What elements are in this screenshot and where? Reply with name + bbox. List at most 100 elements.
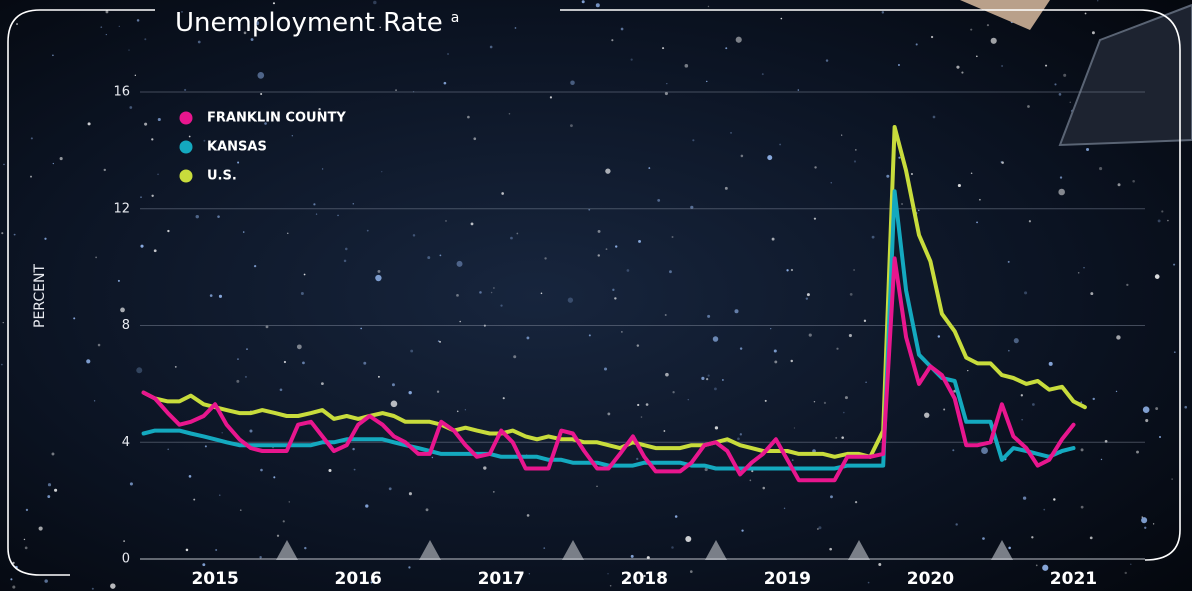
star — [378, 376, 380, 378]
star — [273, 476, 275, 478]
star — [976, 55, 978, 57]
star — [767, 155, 772, 160]
star — [836, 348, 838, 350]
star — [1060, 176, 1062, 178]
star — [1049, 362, 1053, 366]
star — [30, 176, 32, 178]
star — [249, 430, 252, 433]
star — [473, 137, 476, 140]
star — [706, 81, 707, 82]
star — [933, 116, 936, 119]
star — [24, 539, 25, 540]
star — [736, 37, 742, 43]
star — [1063, 74, 1066, 77]
star — [943, 409, 945, 411]
star — [1054, 83, 1056, 85]
star — [849, 334, 852, 337]
star — [459, 321, 461, 323]
star — [671, 546, 674, 549]
star — [284, 361, 286, 363]
x-tick-label: 2016 — [335, 569, 382, 589]
star — [440, 254, 442, 256]
star — [1145, 419, 1148, 422]
star — [86, 359, 90, 363]
star — [918, 210, 919, 211]
star — [289, 501, 290, 502]
star — [604, 367, 607, 370]
star — [203, 140, 205, 142]
star — [1023, 496, 1026, 499]
star — [1031, 536, 1033, 538]
star — [814, 401, 815, 402]
star — [543, 547, 545, 549]
x-tick-label: 2019 — [764, 569, 811, 589]
star — [12, 586, 15, 589]
star — [648, 167, 650, 169]
star — [774, 349, 777, 352]
star — [1161, 210, 1163, 212]
star — [818, 526, 821, 529]
star — [1042, 565, 1048, 571]
chart-title: Unemployment Rate — [175, 8, 443, 38]
star — [1001, 65, 1003, 67]
star — [205, 445, 207, 447]
star — [304, 547, 306, 549]
star — [283, 520, 285, 522]
star — [855, 149, 857, 151]
star — [44, 579, 47, 582]
star — [621, 28, 624, 31]
star — [367, 230, 369, 232]
star — [257, 72, 264, 79]
star — [137, 19, 140, 22]
star — [490, 46, 493, 49]
star — [31, 137, 33, 139]
star — [527, 514, 530, 517]
star — [1153, 523, 1154, 524]
star — [853, 269, 855, 271]
star — [48, 483, 51, 486]
star — [706, 378, 708, 380]
star — [1029, 220, 1031, 222]
title-note: a — [451, 10, 460, 26]
star — [817, 528, 819, 530]
star — [144, 38, 146, 40]
star — [798, 89, 800, 91]
star — [611, 39, 613, 41]
star — [627, 269, 630, 272]
star — [236, 380, 239, 383]
y-tick-label: 16 — [113, 85, 130, 100]
star — [1059, 93, 1062, 96]
star — [1024, 291, 1027, 294]
star — [1045, 65, 1047, 67]
star — [826, 59, 828, 61]
star — [901, 203, 902, 204]
star — [98, 344, 101, 347]
star — [500, 305, 502, 307]
star — [136, 367, 142, 373]
star — [685, 64, 689, 68]
star — [237, 358, 239, 360]
star — [526, 336, 529, 339]
star — [1027, 105, 1030, 108]
star — [931, 36, 933, 38]
star — [792, 459, 794, 461]
star — [544, 257, 546, 259]
star — [708, 374, 710, 376]
star — [392, 383, 395, 386]
star — [119, 26, 120, 27]
star — [219, 494, 220, 495]
star — [73, 317, 75, 319]
star — [52, 54, 54, 56]
star — [1171, 478, 1172, 479]
star — [814, 218, 816, 220]
star — [437, 391, 439, 393]
star — [363, 362, 366, 365]
star — [1167, 220, 1169, 222]
star — [1092, 31, 1095, 34]
star — [688, 399, 689, 400]
star — [772, 238, 775, 241]
star — [273, 2, 275, 4]
star — [1078, 272, 1080, 274]
star — [106, 10, 109, 13]
star — [835, 437, 837, 439]
